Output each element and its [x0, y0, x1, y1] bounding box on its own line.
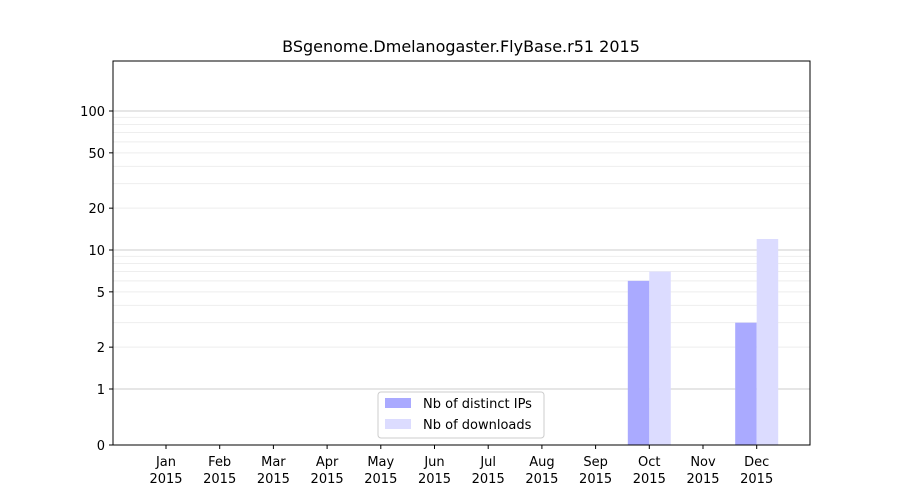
y-tick-label: 2: [97, 341, 105, 356]
x-tick-label-month: Jul: [479, 455, 496, 470]
x-tick-label-month: Jun: [423, 455, 444, 470]
y-tick-label: 100: [80, 105, 105, 120]
legend-swatch-ips: [385, 398, 411, 408]
x-tick-label-year: 2015: [740, 472, 773, 487]
bar-distinct-ips: [627, 280, 650, 445]
legend: Nb of distinct IPs Nb of downloads: [377, 391, 545, 439]
legend-label-ips: Nb of distinct IPs: [423, 397, 532, 412]
x-tick-label-month: May: [367, 455, 394, 470]
y-tick-label: 0: [97, 439, 105, 454]
x-tick-label-year: 2015: [364, 472, 397, 487]
x-tick-label-month: Mar: [261, 455, 286, 470]
y-tick-label: 20: [88, 202, 105, 217]
x-tick-label-year: 2015: [149, 472, 182, 487]
x-tick-label-year: 2015: [579, 472, 612, 487]
plot-frame: [112, 60, 811, 446]
bar-distinct-ips: [735, 322, 757, 445]
y-tick-label: 50: [88, 147, 105, 162]
x-tick-label-year: 2015: [418, 472, 451, 487]
gridlines: [113, 110, 810, 390]
x-tick-label-month: Nov: [690, 455, 716, 470]
x-axis: Jan 2015 Feb 2015 Mar 2015 Apr 2015 May 2015 Jun 20…: [149, 445, 773, 487]
x-tick-label-month: Dec: [744, 455, 769, 470]
bar-downloads: [756, 238, 779, 445]
x-tick-label-year: 2015: [203, 472, 236, 487]
bars: [627, 238, 779, 445]
y-tick-label: 5: [97, 286, 105, 301]
x-tick-label-month: Oct: [638, 455, 660, 470]
x-tick-label-month: Aug: [529, 455, 554, 470]
legend-label-downloads: Nb of downloads: [423, 418, 532, 433]
y-tick-label: 1: [97, 383, 105, 398]
x-tick-label-month: Apr: [316, 455, 339, 470]
legend-swatch-downloads: [385, 419, 411, 429]
x-tick-label-month: Feb: [208, 455, 231, 470]
x-tick-label-year: 2015: [686, 472, 719, 487]
chart-title: BSgenome.Dmelanogaster.FlyBase.r51 2015: [282, 37, 640, 56]
y-tick-label: 10: [88, 244, 105, 259]
x-tick-label-month: Jan: [155, 455, 176, 470]
x-tick-label-month: Sep: [583, 455, 608, 470]
legend-frame: [377, 391, 545, 439]
x-tick-label-year: 2015: [472, 472, 505, 487]
x-tick-label-year: 2015: [311, 472, 344, 487]
x-tick-label-year: 2015: [525, 472, 558, 487]
bar-downloads: [649, 271, 671, 445]
x-tick-label-year: 2015: [633, 472, 666, 487]
y-axis: 0 1 2 5 10 20 50 100: [80, 105, 113, 454]
x-tick-label-year: 2015: [257, 472, 290, 487]
